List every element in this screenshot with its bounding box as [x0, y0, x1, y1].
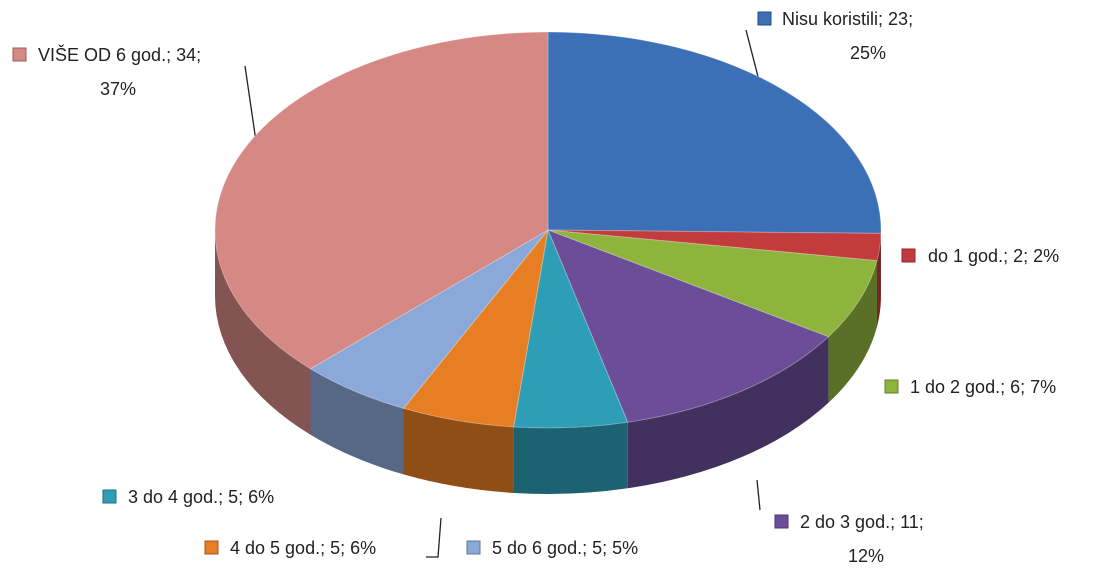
label-percent: 6%	[350, 538, 376, 558]
slice-side	[215, 230, 311, 435]
data-label: do 1 god.; 2; 2%	[928, 246, 1059, 266]
slice-side	[828, 260, 877, 403]
label-percent: 6%	[248, 487, 274, 507]
slice	[402, 228, 549, 428]
label-value: 5	[330, 538, 340, 558]
label-percent: 7%	[1030, 377, 1056, 397]
slice	[512, 228, 629, 429]
label-separator: ;	[602, 538, 612, 558]
label-separator: ;	[196, 45, 201, 65]
data-label: 3 do 4 god.; 5; 6%	[128, 487, 274, 507]
label-separator: ;	[1020, 377, 1030, 397]
label-separator: ;	[1000, 377, 1010, 397]
label-separator: ;	[878, 9, 888, 29]
slice	[309, 229, 549, 409]
label-category: 1 do 2 god.	[910, 377, 1000, 397]
legend-marker	[757, 11, 772, 26]
slice-side	[403, 408, 514, 493]
label-value: 34	[176, 45, 196, 65]
label-value: 6	[1010, 377, 1020, 397]
slice-side	[876, 233, 881, 327]
label-value: 23	[888, 9, 908, 29]
label-percent: 5%	[612, 538, 638, 558]
legend-marker	[466, 540, 481, 555]
label-category: VIŠE OD 6 god.	[38, 44, 166, 65]
label-category: Nisu koristili	[782, 9, 878, 29]
label-value: 5	[592, 538, 602, 558]
slice-sides	[215, 230, 882, 494]
slice-side	[627, 336, 829, 489]
slice	[547, 229, 882, 262]
label-percent: 37%	[100, 79, 136, 99]
label-separator: ;	[890, 512, 900, 532]
label-separator: ;	[320, 538, 330, 558]
slice	[547, 229, 830, 423]
legend-marker	[774, 514, 789, 529]
slice	[547, 229, 878, 338]
label-value: 11	[900, 512, 919, 532]
label-separator: ;	[908, 9, 913, 29]
data-label: 5 do 6 god.; 5; 5%	[492, 538, 638, 558]
label-category: do 1 god.	[928, 246, 1003, 266]
label-category: 3 do 4 god.	[128, 487, 218, 507]
label-separator: ;	[218, 487, 228, 507]
label-value: 2	[1013, 246, 1023, 266]
label-category: 5 do 6 god.	[492, 538, 582, 558]
slice-side	[310, 368, 404, 475]
label-separator: ;	[340, 538, 350, 558]
slice-side	[513, 422, 628, 494]
data-label: Nisu koristili; 23; 25%	[782, 9, 913, 63]
data-label: 2 do 3 god.; 11; 12%	[800, 512, 924, 566]
label-percent: 25%	[850, 43, 886, 63]
leader-line	[426, 517, 442, 558]
data-label: 4 do 5 god.; 5; 6%	[230, 538, 376, 558]
data-label: 1 do 2 god.; 6; 7%	[910, 377, 1056, 397]
label-separator: ;	[166, 45, 176, 65]
label-separator: ;	[582, 538, 592, 558]
label-separator: ;	[1003, 246, 1013, 266]
label-percent: 2%	[1033, 246, 1059, 266]
slice	[547, 31, 882, 234]
label-separator: ;	[1023, 246, 1033, 266]
legend-marker	[901, 248, 916, 263]
label-separator: ;	[238, 487, 248, 507]
label-value: 5	[228, 487, 238, 507]
legend-marker	[204, 540, 219, 555]
legend-marker	[12, 47, 27, 62]
label-category: 4 do 5 god.	[230, 538, 320, 558]
label-percent: 12%	[848, 546, 884, 566]
label-category: 2 do 3 god.	[800, 512, 890, 532]
data-label: VIŠE OD 6 god.; 34; 37%	[38, 44, 201, 99]
legend-marker	[102, 489, 117, 504]
slices	[214, 31, 882, 429]
label-separator: ;	[919, 512, 924, 532]
leader-line	[756, 479, 761, 511]
slice	[214, 31, 549, 370]
legend-marker	[884, 379, 899, 394]
